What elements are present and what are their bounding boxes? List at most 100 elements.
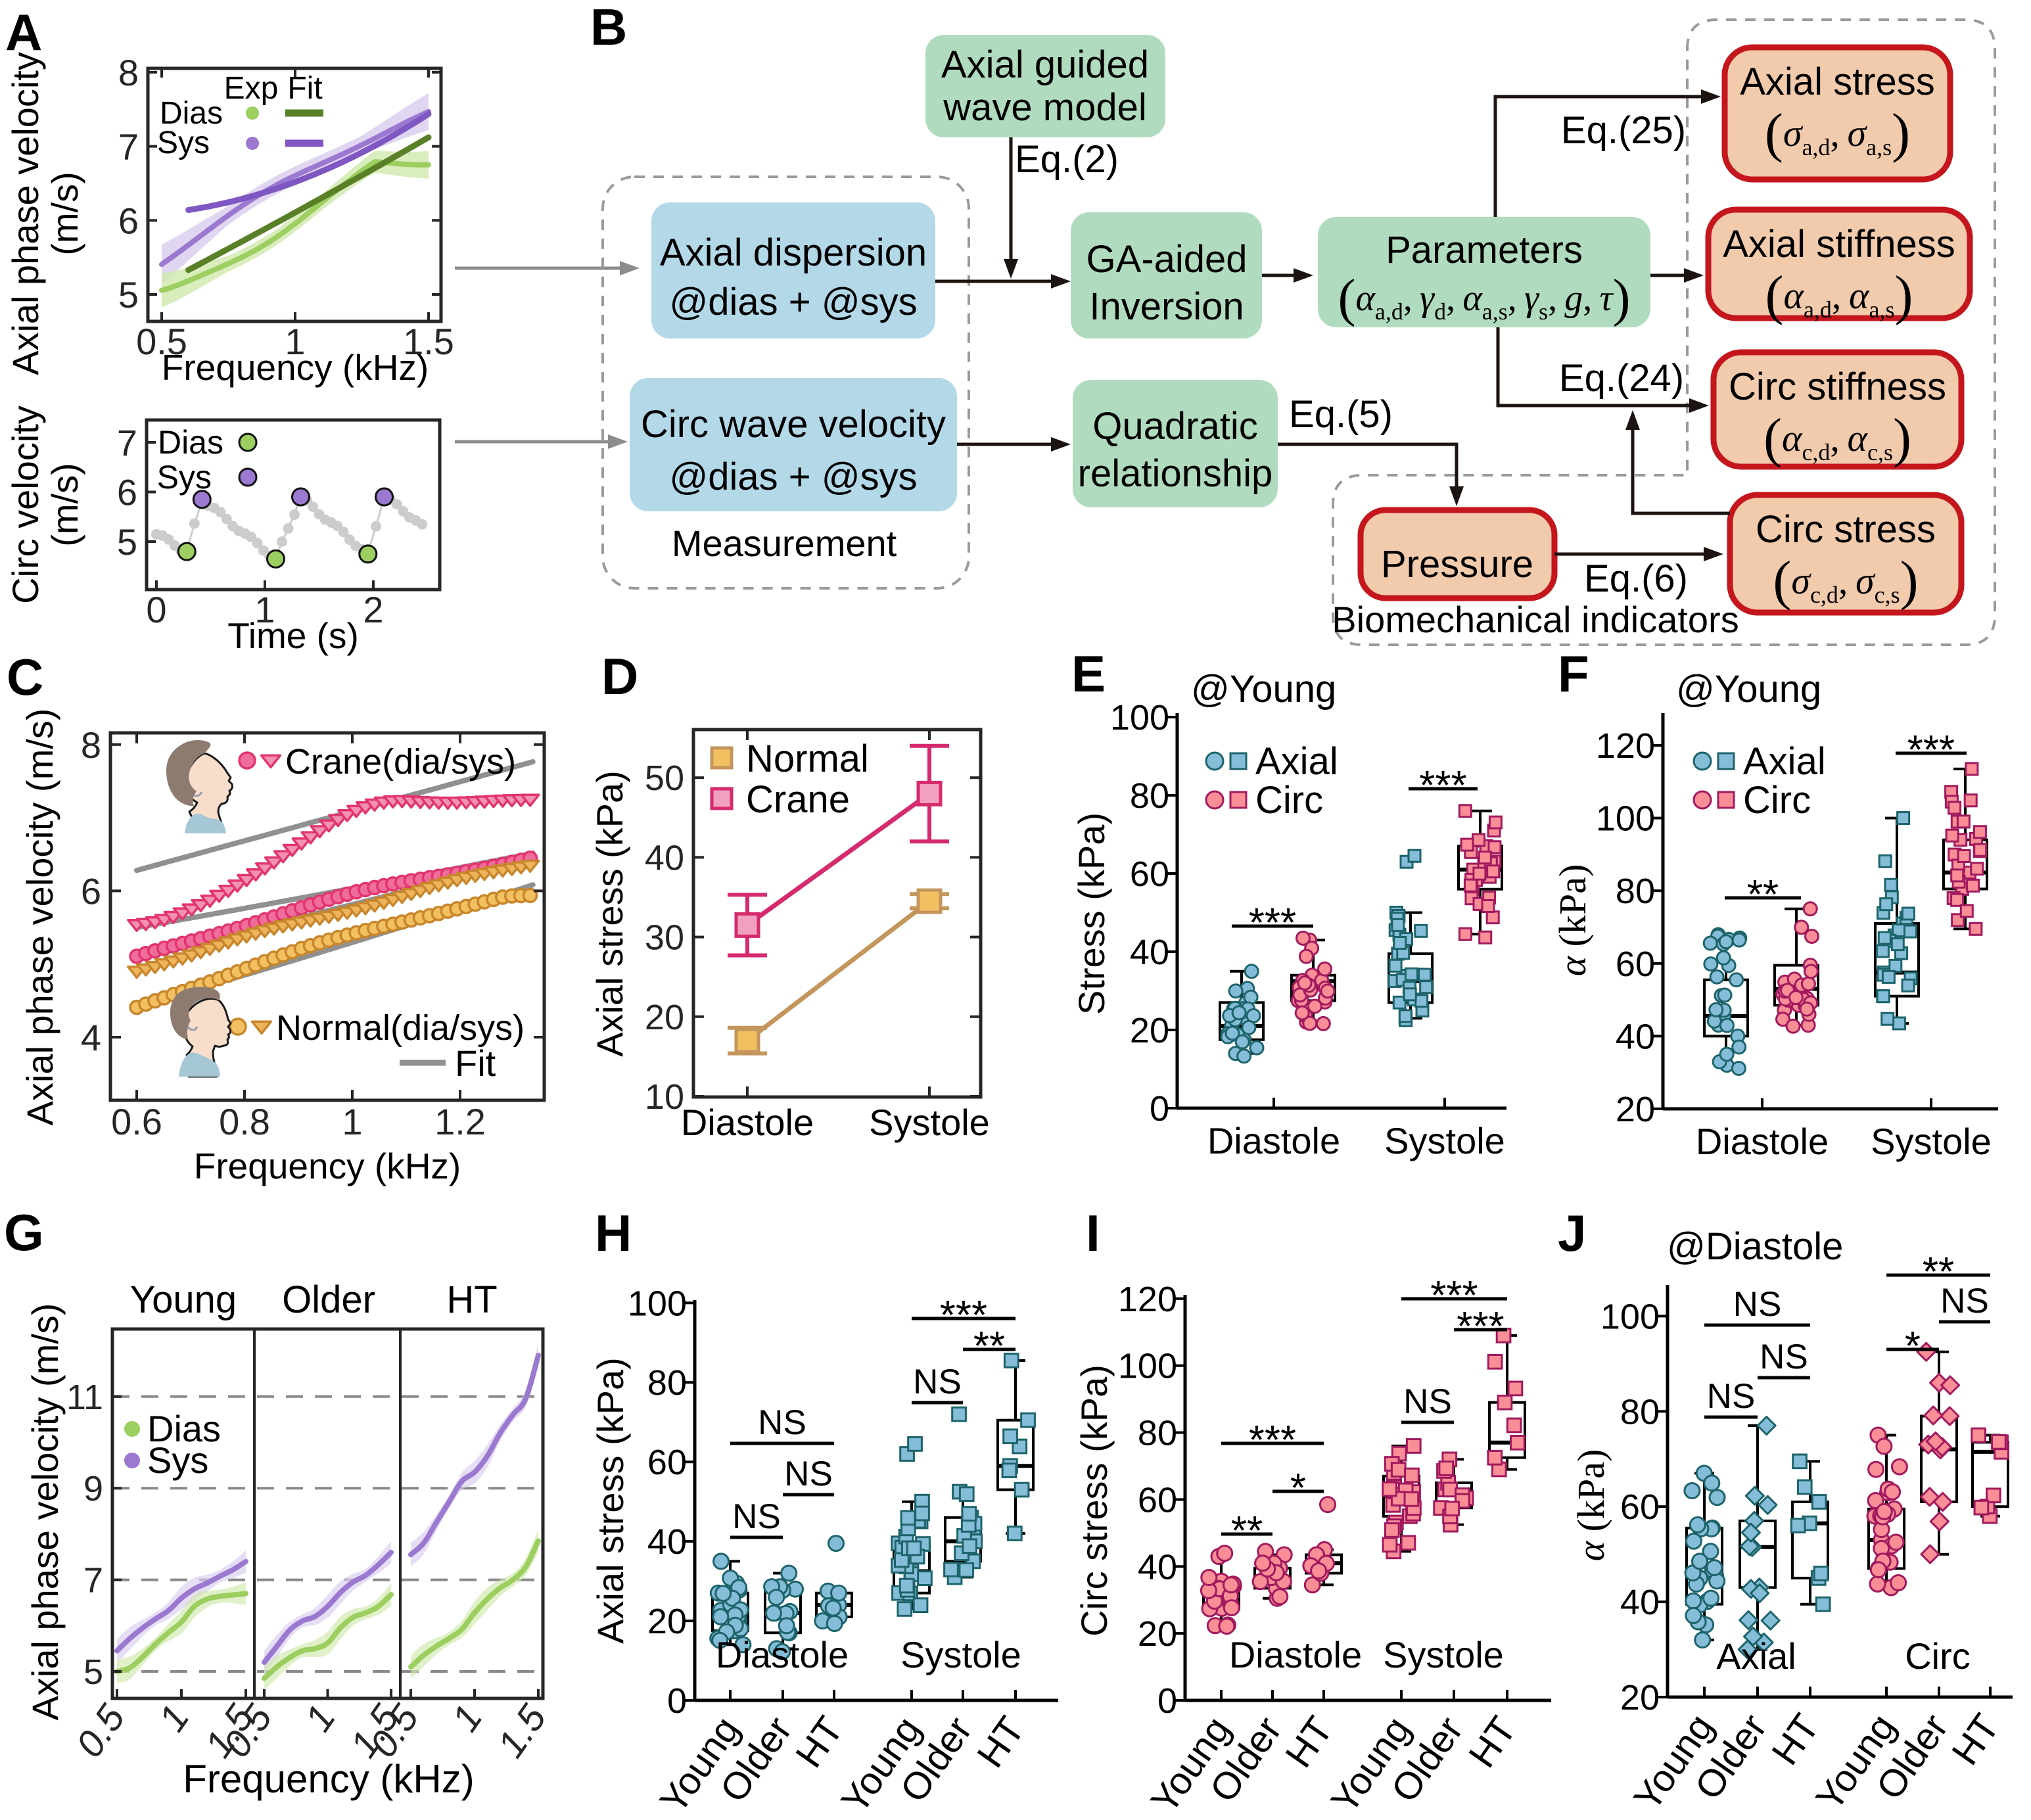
svg-text:Axial: Axial bbox=[1716, 1635, 1796, 1677]
svg-text:1: 1 bbox=[342, 1101, 362, 1142]
svg-text:Stress (kPa): Stress (kPa) bbox=[1071, 812, 1112, 1015]
svg-text:α (kPa): α (kPa) bbox=[1551, 864, 1594, 977]
svg-text:Axial phase velocity (m/s): Axial phase velocity (m/s) bbox=[19, 709, 60, 1126]
svg-text:0.8: 0.8 bbox=[219, 1101, 270, 1142]
svg-text:40: 40 bbox=[645, 838, 684, 877]
svg-text:Diastole: Diastole bbox=[681, 1102, 814, 1143]
svg-text:Axial stress: Axial stress bbox=[1740, 60, 1935, 103]
svg-text:Older: Older bbox=[282, 1278, 375, 1321]
svg-text:7: 7 bbox=[83, 1561, 103, 1600]
svg-text:20: 20 bbox=[647, 1602, 687, 1641]
svg-text:α (kPa): α (kPa) bbox=[1570, 1449, 1612, 1562]
svg-text:NS: NS bbox=[913, 1363, 962, 1401]
svg-text:2: 2 bbox=[363, 589, 383, 630]
svg-text:Circ stress: Circ stress bbox=[1756, 508, 1936, 551]
svg-text:GA-aided: GA-aided bbox=[1086, 238, 1247, 281]
svg-text:**: ** bbox=[973, 1324, 1005, 1369]
svg-text:20: 20 bbox=[1616, 1090, 1655, 1129]
svg-text:NS: NS bbox=[732, 1497, 781, 1536]
svg-text:Exp: Exp bbox=[224, 71, 279, 106]
svg-text:50: 50 bbox=[645, 758, 684, 798]
svg-text:Systole: Systole bbox=[1384, 1120, 1505, 1161]
svg-text:@Young: @Young bbox=[1191, 668, 1336, 711]
svg-text:0: 0 bbox=[1150, 1089, 1169, 1129]
svg-text:@Diastole: @Diastole bbox=[1667, 1225, 1843, 1268]
svg-text:J: J bbox=[1558, 1204, 1586, 1262]
svg-text:0: 0 bbox=[146, 589, 166, 630]
svg-text:1: 1 bbox=[285, 321, 305, 362]
svg-text:NS: NS bbox=[758, 1403, 806, 1442]
svg-text:6: 6 bbox=[118, 200, 139, 241]
svg-text:NS: NS bbox=[1940, 1282, 1989, 1320]
svg-text:*: * bbox=[1290, 1466, 1306, 1511]
svg-text:60: 60 bbox=[1138, 1480, 1177, 1520]
svg-text:***: *** bbox=[1457, 1304, 1504, 1349]
svg-text:80: 80 bbox=[1138, 1414, 1177, 1453]
svg-text:D: D bbox=[601, 647, 638, 705]
svg-text:Systole: Systole bbox=[869, 1102, 990, 1143]
svg-text:120: 120 bbox=[1596, 726, 1655, 766]
svg-text:20: 20 bbox=[1620, 1678, 1660, 1717]
svg-text:11: 11 bbox=[66, 1378, 103, 1417]
svg-text:Diastole: Diastole bbox=[1207, 1120, 1340, 1161]
svg-text:Axial: Axial bbox=[1255, 740, 1338, 783]
svg-text:Axial stiffness: Axial stiffness bbox=[1723, 223, 1955, 266]
svg-text:@dias + @sys: @dias + @sys bbox=[669, 455, 917, 498]
svg-text:1.5: 1.5 bbox=[403, 321, 454, 362]
svg-text:0.6: 0.6 bbox=[111, 1101, 162, 1142]
svg-text:I: I bbox=[1086, 1204, 1100, 1262]
svg-text:40: 40 bbox=[1616, 1017, 1655, 1056]
svg-text:Normal: Normal bbox=[746, 737, 869, 780]
svg-text:40: 40 bbox=[1620, 1583, 1660, 1622]
svg-text:**: ** bbox=[1747, 872, 1779, 918]
svg-text:100: 100 bbox=[1596, 799, 1655, 839]
svg-text:Parameters: Parameters bbox=[1386, 229, 1583, 271]
svg-text:***: *** bbox=[1249, 1418, 1296, 1463]
svg-text:Eq.(2): Eq.(2) bbox=[1015, 138, 1119, 181]
svg-text:A: A bbox=[5, 3, 42, 61]
svg-text:(m/s): (m/s) bbox=[44, 463, 85, 547]
svg-text:8: 8 bbox=[81, 724, 101, 766]
svg-text:Dias: Dias bbox=[158, 424, 223, 461]
svg-text:Diastole: Diastole bbox=[1696, 1121, 1829, 1162]
svg-text:Crane: Crane bbox=[746, 778, 850, 821]
svg-text:Eq.(25): Eq.(25) bbox=[1561, 109, 1686, 152]
svg-text:Systole: Systole bbox=[900, 1634, 1021, 1675]
svg-text:(​αc,d​, αc,s​): (​αc,d​, αc,s​) bbox=[1763, 408, 1911, 469]
svg-text:5: 5 bbox=[83, 1652, 103, 1692]
svg-text:Sys: Sys bbox=[157, 126, 210, 160]
svg-text:(m/s): (m/s) bbox=[44, 172, 85, 256]
svg-text:E: E bbox=[1071, 645, 1106, 703]
svg-text:Frequency (kHz): Frequency (kHz) bbox=[162, 347, 429, 388]
svg-text:NS: NS bbox=[1707, 1377, 1756, 1416]
svg-text:Eq.(6): Eq.(6) bbox=[1584, 557, 1688, 600]
svg-text:***: *** bbox=[1430, 1273, 1478, 1318]
svg-text:1.2: 1.2 bbox=[434, 1101, 486, 1142]
svg-text:Young: Young bbox=[130, 1278, 237, 1321]
svg-text:Systole: Systole bbox=[1871, 1121, 1992, 1162]
svg-text:Axial: Axial bbox=[1743, 740, 1826, 783]
svg-text:120: 120 bbox=[1118, 1280, 1177, 1319]
svg-text:relationship: relationship bbox=[1078, 452, 1273, 495]
svg-text:Axial guided: Axial guided bbox=[941, 43, 1149, 86]
svg-text:***: *** bbox=[940, 1293, 987, 1338]
svg-text:(​αa,d​, αa,s​): (​αa,d​, αa,s​) bbox=[1765, 265, 1913, 326]
svg-text:40: 40 bbox=[647, 1522, 687, 1562]
svg-text:Axial phase velocity: Axial phase velocity bbox=[5, 52, 46, 375]
svg-text:HT: HT bbox=[446, 1278, 497, 1321]
svg-text:Axial phase velocity (m/s): Axial phase velocity (m/s) bbox=[24, 1303, 66, 1721]
svg-text:100: 100 bbox=[1600, 1297, 1660, 1336]
svg-text:Diastole: Diastole bbox=[716, 1634, 849, 1675]
svg-text:8: 8 bbox=[118, 52, 139, 93]
svg-text:Axial stress (kPa): Axial stress (kPa) bbox=[590, 1357, 631, 1644]
svg-text:60: 60 bbox=[1616, 945, 1655, 984]
svg-text:*: * bbox=[1905, 1324, 1921, 1369]
svg-text:Quadratic: Quadratic bbox=[1092, 405, 1257, 448]
svg-text:Circ stiffness: Circ stiffness bbox=[1729, 365, 1946, 408]
svg-text:(​αa,d​, γd​, αa,s​, γs​, g, τ: (​αa,d​, γd​, αa,s​, γs​, g, τ) bbox=[1338, 268, 1630, 327]
svg-text:9: 9 bbox=[83, 1469, 103, 1508]
svg-text:***: *** bbox=[1419, 763, 1466, 808]
svg-text:30: 30 bbox=[645, 918, 684, 958]
svg-text:Time (s): Time (s) bbox=[227, 615, 359, 656]
svg-text:Dias: Dias bbox=[147, 1408, 221, 1449]
